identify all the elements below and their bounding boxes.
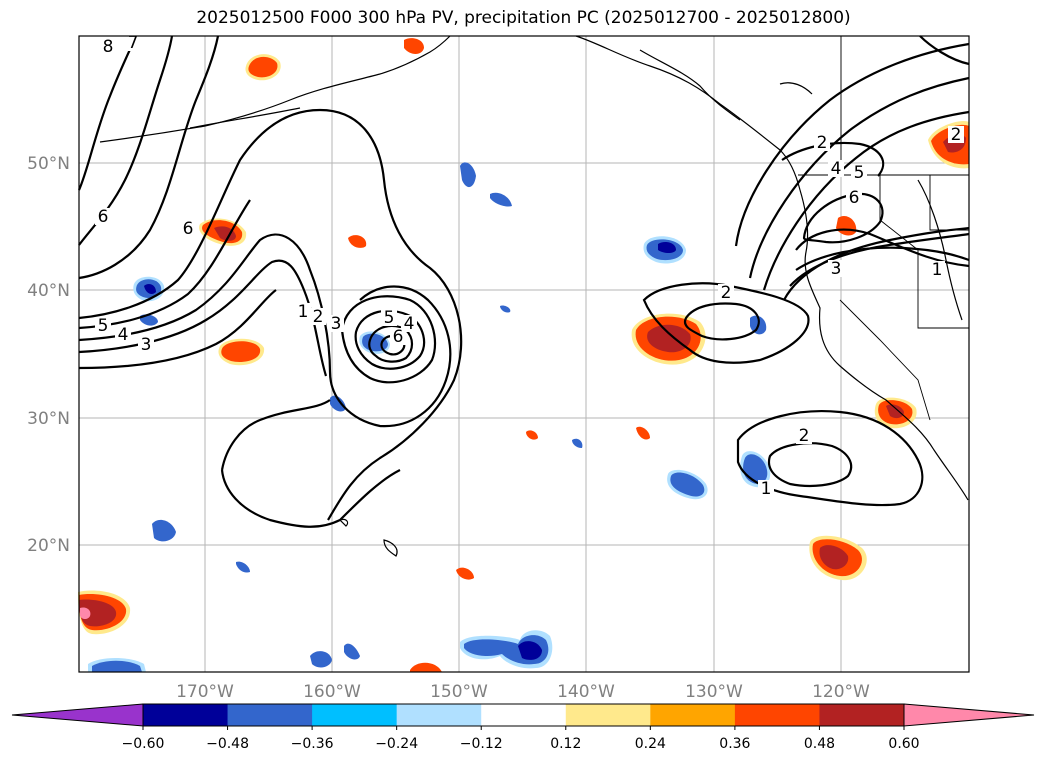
contour-label: 4 (118, 325, 129, 345)
contour-label-bg (948, 126, 964, 143)
contour-label: 2 (721, 283, 732, 303)
contour-label-bg (115, 326, 131, 343)
contour-label-bg (814, 134, 830, 151)
contour-label: 6 (849, 188, 860, 208)
colorbar-segment (227, 704, 313, 726)
lon-label-170w: 170°W (176, 682, 234, 702)
colorbar-tick-label: −0.60 (122, 736, 165, 752)
contour-label-bg (846, 189, 862, 206)
colorbar: −0.60 −0.48 −0.36 −0.24 −0.12 0.12 0.24 0.36 0.4… (11, 703, 1035, 752)
contour-label: 5 (384, 308, 395, 328)
contour-label: 5 (854, 163, 865, 183)
contour-label: 6 (98, 207, 109, 227)
lon-label-120w: 120°W (812, 682, 870, 702)
colorbar-extend-min (11, 703, 144, 727)
contour-label: 2 (951, 125, 962, 145)
contour-label-bg (100, 38, 116, 55)
lon-label-150w: 150°W (430, 682, 488, 702)
coastlines (99, 35, 969, 557)
contour-label: 2 (313, 307, 324, 327)
lat-label-20n: 20°N (27, 536, 70, 556)
colorbar-segment (650, 704, 736, 726)
contour-label-bg (95, 317, 111, 334)
lon-label-130w: 130°W (685, 682, 743, 702)
longitude-labels: 170°W 160°W 150°W 140°W 130°W 120°W (176, 682, 870, 702)
contour-label-bg (125, 34, 141, 51)
contour-label: 6 (393, 327, 404, 347)
colorbar-extend-max (903, 703, 1035, 727)
contour-label: 5 (98, 316, 109, 336)
contour-label: 1 (761, 479, 772, 499)
contour-label-bg (180, 220, 196, 237)
contour-label-bg (401, 315, 417, 332)
colorbar-segment (312, 704, 398, 726)
colorbar-tick-label: 0.36 (719, 736, 750, 752)
lat-label-40n: 40°N (27, 281, 70, 301)
colorbar-tick-label: −0.48 (206, 736, 249, 752)
map-title: 2025012500 F000 300 hPa PV, precipitatio… (196, 8, 851, 28)
contour-label: 3 (141, 335, 152, 355)
colorbar-segment (143, 704, 229, 726)
colorbar-tick-label: 0.48 (804, 736, 835, 752)
contour-label: 6 (183, 219, 194, 239)
contour-label-bg (828, 260, 844, 277)
lat-label-30n: 30°N (27, 409, 70, 429)
lon-label-160w: 160°W (303, 682, 361, 702)
map-frame (78, 35, 970, 673)
contour-label-bg (95, 208, 111, 225)
contour-label-bg (381, 309, 397, 326)
contour-label: 8 (103, 37, 114, 57)
colorbar-segment (565, 704, 651, 726)
contour-label-bg (929, 261, 945, 278)
colorbar-segment (396, 704, 482, 726)
contour-label-bg (796, 427, 812, 444)
contour-label-bg (295, 303, 311, 320)
contour-label: 1 (932, 260, 943, 280)
contour-label-bg (138, 336, 154, 353)
negative-precip-areas (88, 162, 771, 672)
contour-label: 2 (817, 133, 828, 153)
colorbar-tick-label: −0.24 (375, 736, 418, 752)
colorbar-tick-label: −0.36 (291, 736, 334, 752)
positive-precip-areas (78, 38, 969, 672)
contour-label: 1 (298, 302, 309, 322)
colorbar-tick-label: 0.24 (635, 736, 666, 752)
contour-label-bg (390, 328, 406, 345)
contour-label: 2 (799, 426, 810, 446)
contour-label-bg (851, 164, 867, 181)
lon-label-140w: 140°W (557, 682, 615, 702)
contour-label: 3 (831, 259, 842, 279)
gridlines (79, 36, 969, 672)
colorbar-tick-label: 0.60 (888, 736, 919, 752)
latitude-labels: 50°N 40°N 30°N 20°N (27, 154, 70, 556)
contour-label-bg (828, 160, 844, 177)
colorbar-segment (481, 704, 567, 726)
colorbar-tick-label: −0.12 (460, 736, 503, 752)
lat-label-50n: 50°N (27, 154, 70, 174)
contour-label: 4 (831, 159, 842, 179)
contour-label-bg (758, 480, 774, 497)
contour-label-bg (718, 284, 734, 301)
contour-label-bg (328, 315, 344, 332)
colorbar-segment (734, 704, 820, 726)
colorbar-tick-label: 0.12 (550, 736, 581, 752)
contour-label: 4 (404, 314, 415, 334)
colorbar-segment (819, 704, 905, 726)
contour-label: 3 (331, 314, 342, 334)
contour-label: 7 (128, 33, 139, 53)
contour-label-bg (310, 308, 326, 325)
